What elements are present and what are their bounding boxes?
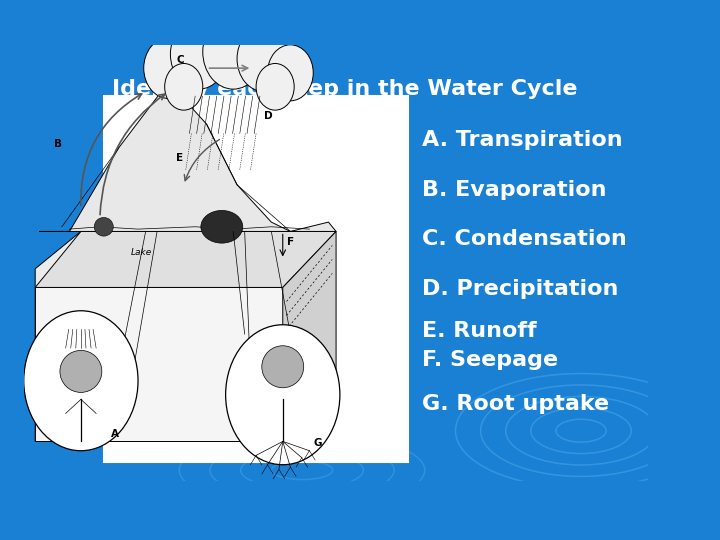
Circle shape (165, 64, 203, 110)
Text: B. Evaporation: B. Evaporation (422, 179, 606, 200)
Text: Lake: Lake (130, 248, 152, 257)
Circle shape (225, 325, 340, 465)
Text: B: B (54, 139, 62, 150)
Text: A: A (112, 429, 120, 438)
Circle shape (203, 15, 264, 89)
Text: E. Runoff: E. Runoff (422, 321, 536, 341)
Circle shape (24, 310, 138, 451)
Polygon shape (35, 232, 336, 287)
Text: Identify each step in the Water Cycle: Identify each step in the Water Cycle (112, 79, 578, 99)
Circle shape (256, 64, 294, 110)
Text: C: C (176, 56, 184, 65)
Circle shape (144, 38, 193, 98)
Text: F: F (287, 238, 294, 247)
Circle shape (268, 45, 313, 101)
Ellipse shape (94, 218, 113, 236)
Text: G. Root uptake: G. Root uptake (422, 394, 609, 414)
Text: A. Transpiration: A. Transpiration (422, 130, 623, 150)
Polygon shape (35, 232, 81, 441)
Text: C. Condensation: C. Condensation (422, 230, 626, 249)
Text: E: E (176, 153, 183, 164)
Text: F. Seepage: F. Seepage (422, 350, 558, 370)
Text: G: G (313, 438, 322, 448)
Polygon shape (39, 82, 336, 232)
Circle shape (171, 19, 228, 89)
Ellipse shape (262, 346, 304, 388)
Polygon shape (35, 287, 283, 441)
Ellipse shape (60, 350, 102, 393)
Polygon shape (283, 232, 336, 441)
Text: D. Precipitation: D. Precipitation (422, 279, 618, 299)
Text: D: D (264, 111, 272, 122)
Polygon shape (35, 404, 336, 441)
FancyBboxPatch shape (104, 96, 408, 462)
Circle shape (237, 26, 290, 91)
Ellipse shape (201, 211, 243, 243)
